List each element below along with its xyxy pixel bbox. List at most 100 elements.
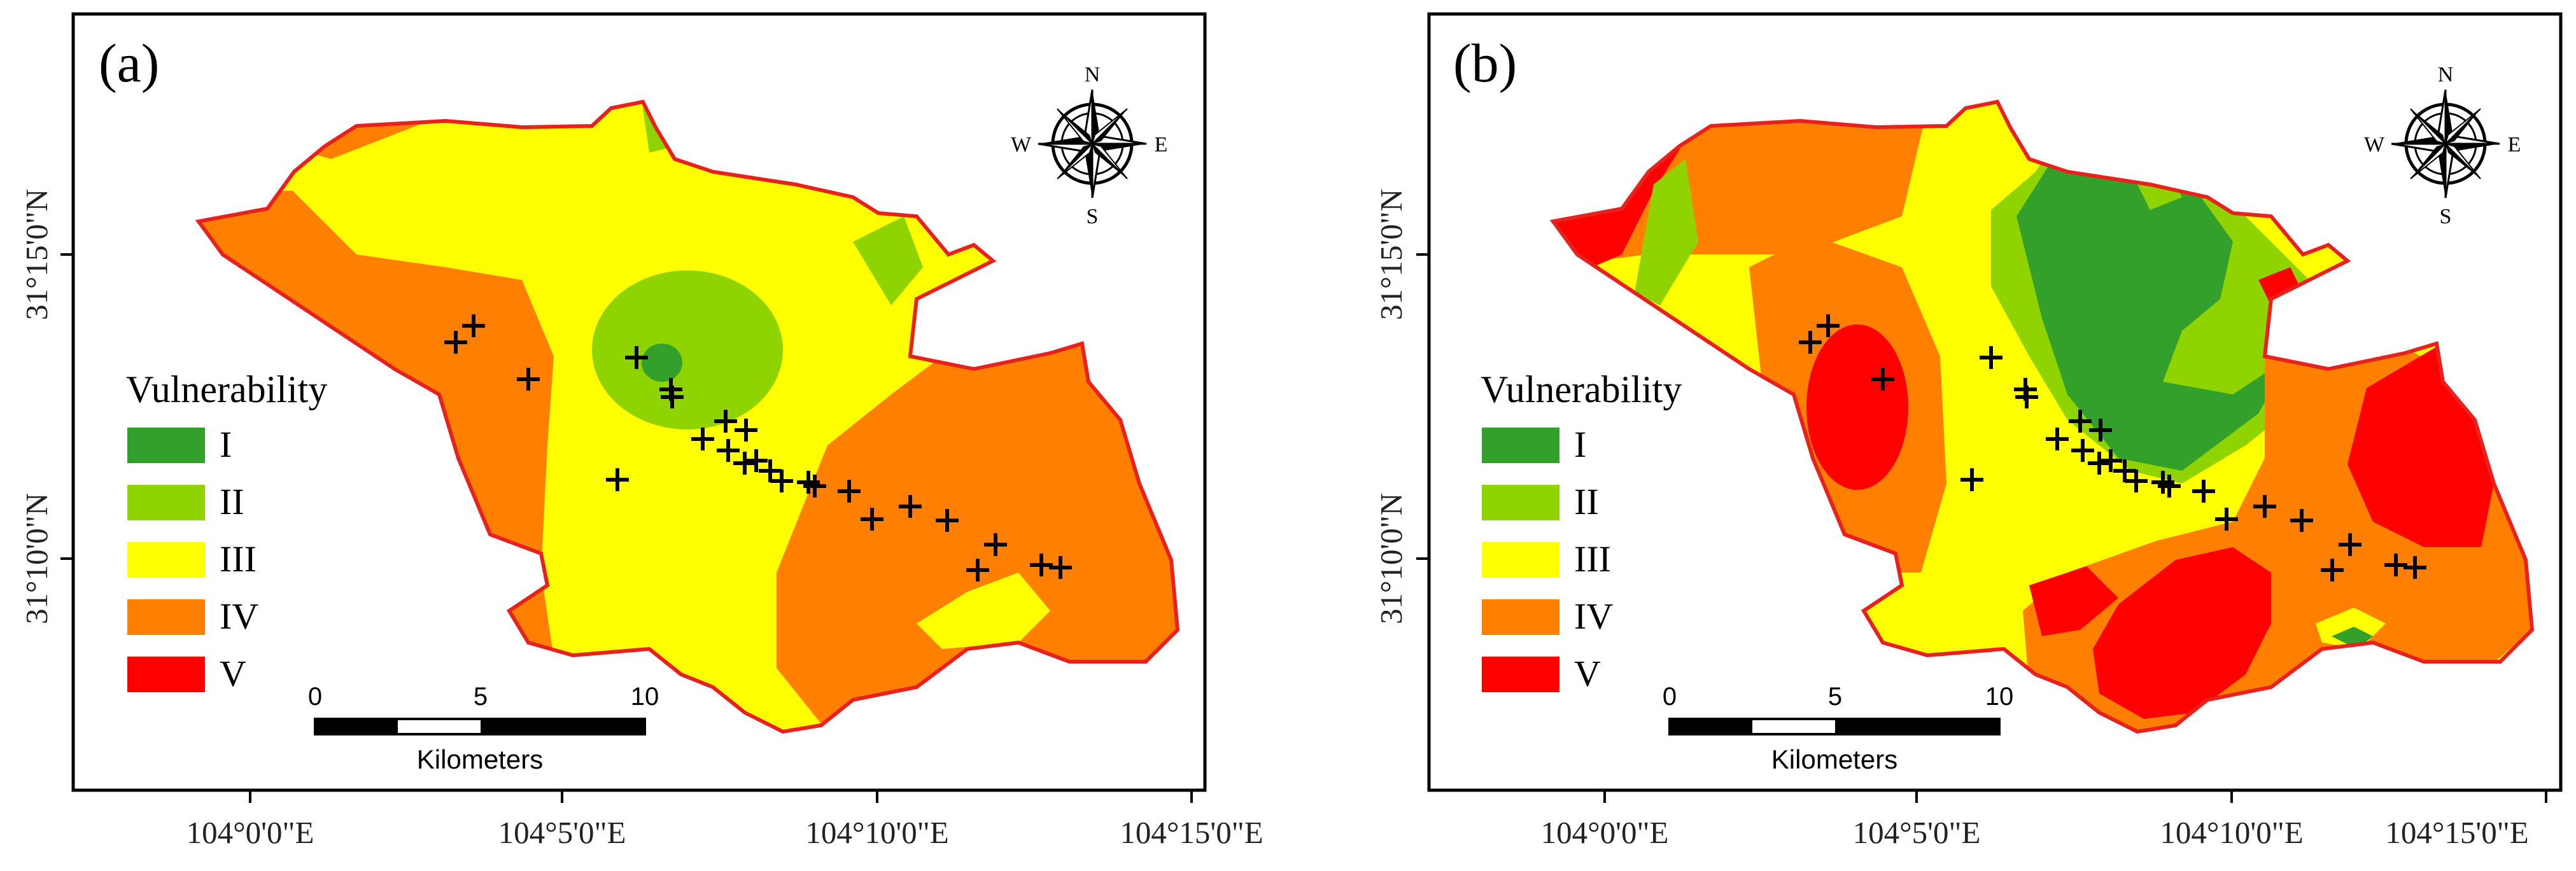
y-axis	[1416, 253, 1429, 560]
compass-n: N	[1085, 63, 1101, 87]
scale-tick-10: 10	[631, 683, 659, 711]
sample-point-marker	[2192, 480, 2215, 503]
x-tick-label: 104°5'0"E	[498, 815, 626, 850]
panel-label: (a)	[99, 32, 159, 94]
compass-w: W	[2364, 133, 2385, 157]
x-tick-label: 104°10'0"E	[805, 815, 948, 850]
sample-point-marker	[625, 346, 648, 369]
legend: Vulnerability I II III IV V	[126, 368, 327, 694]
x-tick-label: 104°10'0"E	[2160, 815, 2303, 850]
sample-point-marker	[2069, 410, 2092, 433]
sample-point-marker	[861, 508, 883, 531]
sample-point-marker	[2089, 419, 2112, 442]
sample-point-marker	[838, 480, 861, 503]
sample-point-marker	[1049, 556, 1072, 579]
sample-point-marker	[966, 559, 989, 582]
sample-point-marker	[2113, 459, 2136, 482]
sample-point-marker	[2158, 475, 2181, 498]
compass-e: E	[2508, 133, 2521, 157]
compass: N S E W	[2364, 63, 2521, 228]
sample-point-marker	[2071, 439, 2094, 462]
sample-point-marker	[2290, 509, 2313, 532]
legend-label-v: V	[220, 653, 246, 694]
compass-e: E	[1155, 133, 1168, 157]
scale-tick-0: 0	[308, 683, 322, 711]
sample-point-marker	[936, 509, 959, 532]
sample-point-marker	[733, 452, 756, 475]
sample-point-marker	[717, 439, 740, 462]
scale-bar-segment	[315, 719, 398, 734]
compass-n: N	[2438, 63, 2454, 87]
panel-a: (a) N S E W Vulnerability I II III IV V …	[19, 12, 1263, 850]
class-iv-area	[777, 331, 1178, 732]
x-axis	[1603, 790, 2547, 803]
y-tick-label: 31°15'0"N	[19, 189, 54, 320]
sample-point-marker	[1960, 468, 1983, 491]
scale-bar-segment	[481, 719, 645, 734]
legend-label-i: I	[1574, 424, 1586, 465]
sample-point-marker	[2339, 533, 2361, 556]
sample-point-marker	[2088, 452, 2111, 475]
x-tick-label: 104°15'0"E	[2385, 815, 2528, 850]
class-i-area	[642, 344, 682, 382]
sample-point-marker	[444, 331, 467, 354]
class-ii-area	[592, 270, 783, 429]
y-tick-label: 31°10'0"N	[1374, 493, 1409, 624]
class-iii-area	[917, 573, 1050, 649]
sample-point-marker	[2253, 495, 2276, 518]
scale-bar-segment	[1670, 719, 1752, 734]
panel-b: (b) N S E W Vulnerability I II III IV V …	[1374, 12, 2563, 850]
sample-point-marker	[2099, 449, 2122, 472]
scale-bar-segment	[1835, 719, 1999, 734]
class-v-area	[1806, 324, 1908, 490]
legend-swatch-ii	[1482, 485, 1559, 520]
sample-point-marker	[1980, 346, 2002, 369]
sample-point-marker	[770, 470, 793, 492]
legend-swatch-iii	[1482, 542, 1559, 578]
x-axis	[249, 790, 1193, 803]
y-tick-label: 31°15'0"N	[1374, 189, 1409, 320]
legend: Vulnerability I II III IV V	[1481, 368, 1682, 694]
sample-point-marker	[661, 386, 684, 408]
sample-point-marker	[462, 314, 485, 337]
x-tick-label: 104°0'0"E	[187, 815, 314, 850]
legend-label-iii: III	[1574, 538, 1611, 580]
x-tick-label: 104°15'0"E	[1120, 815, 1263, 850]
sample-points	[1799, 314, 2426, 582]
sample-point-marker	[714, 410, 737, 433]
legend-swatch-ii	[127, 485, 205, 520]
legend-title: Vulnerability	[1481, 368, 1682, 410]
scale-bar: 0 5 10 Kilometers	[308, 683, 659, 774]
y-axis	[60, 253, 73, 560]
class-v-area	[2029, 566, 2118, 636]
legend-title: Vulnerability	[126, 368, 327, 410]
sample-point-marker	[517, 368, 540, 391]
legend-label-iv: IV	[220, 596, 258, 637]
legend-label-ii: II	[220, 481, 244, 522]
x-tick-label: 104°5'0"E	[1853, 815, 1981, 850]
compass-s: S	[1087, 205, 1099, 228]
x-tick-label: 104°0'0"E	[1541, 815, 1669, 850]
sample-point-marker	[606, 468, 629, 491]
sample-point-marker	[1799, 331, 1822, 354]
panel-label: (b)	[1453, 32, 1517, 94]
sample-point-marker	[745, 449, 768, 472]
compass-s: S	[2440, 205, 2452, 228]
class-i-area	[2016, 134, 2290, 471]
scale-tick-10: 10	[1985, 683, 2014, 711]
sample-point-marker	[984, 533, 1007, 556]
sample-point-marker	[899, 495, 922, 518]
legend-label-i: I	[220, 424, 232, 465]
sample-point-marker	[2321, 559, 2344, 582]
class-v-area	[2093, 547, 2271, 719]
sample-point-marker	[2125, 470, 2148, 492]
class-ii-area	[853, 216, 923, 305]
sample-point-marker	[2215, 508, 2238, 531]
legend-swatch-v	[127, 657, 205, 692]
sample-point-marker	[759, 459, 782, 482]
legend-label-ii: II	[1574, 481, 1599, 522]
sample-point-marker	[803, 475, 826, 498]
legend-label-iii: III	[220, 538, 257, 580]
sample-point-marker	[735, 419, 757, 442]
